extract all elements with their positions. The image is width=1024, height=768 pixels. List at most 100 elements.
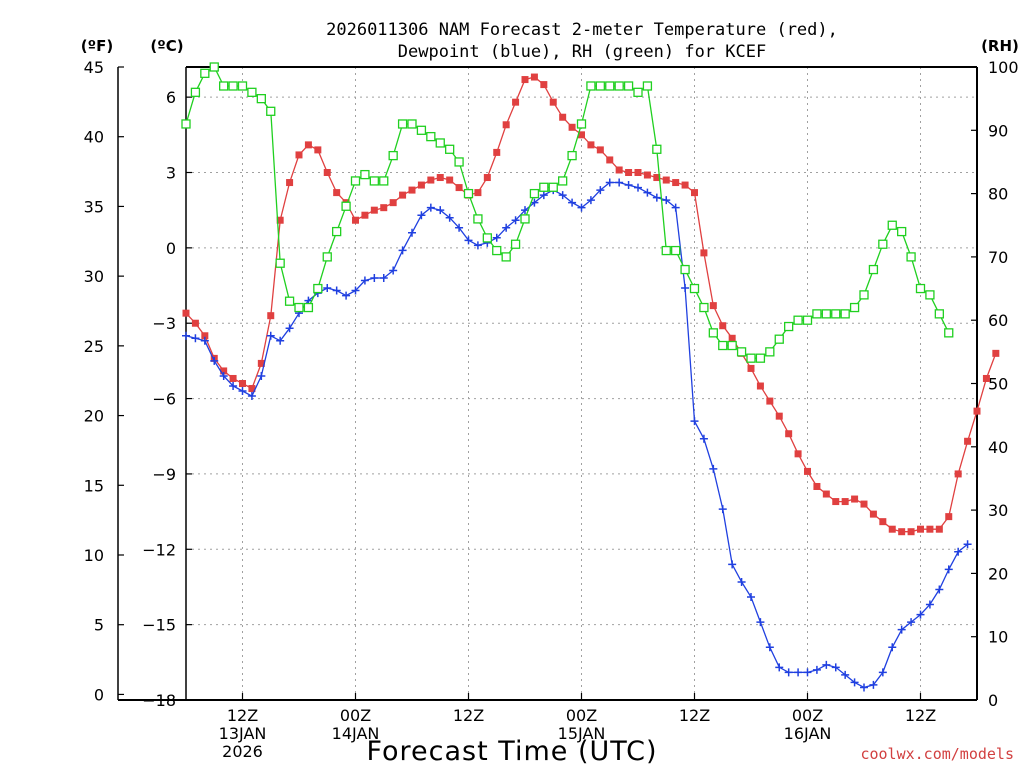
rh-point [228,81,238,91]
temperature-point [521,76,529,84]
rh-point [793,315,803,325]
rh-point [388,150,398,161]
temperature-point [719,322,727,330]
temperature-point [691,189,698,197]
rh-tick-label: 70 [988,248,1008,267]
x-tick-label: 12Z [679,706,710,725]
rh-point [849,302,860,313]
dewpoint-point [408,228,416,237]
rh-point [266,106,276,116]
temperature-point [681,181,689,189]
dewpoint-point [473,241,482,250]
dewpoint-point [916,610,925,619]
rh-point [727,340,737,351]
dewpoint-point [436,206,445,215]
rh-point [746,353,756,363]
dewpoint-point [247,392,256,401]
f-tick-label: 10 [84,546,104,565]
c-tick-label: −15 [142,616,176,635]
rh-point [539,182,549,192]
rh-point [369,176,379,186]
temperature-point [417,181,425,189]
temperature-point [239,380,246,387]
rh-point [699,302,709,313]
rh-point [284,296,295,306]
dewpoint-point [191,334,200,343]
rh-point [623,81,634,91]
rh-tick-label: 30 [988,501,1008,520]
rh-point [774,334,784,344]
dewpoint-point [577,203,586,212]
rh-point [925,290,935,300]
dewpoint-point [615,178,624,187]
rh-point [463,188,474,199]
temperature-point [898,528,906,536]
rh-point [181,119,191,129]
temperature-point [201,332,209,340]
rh-tick-label: 0 [988,691,998,710]
dewpoint-point [624,181,633,190]
temperature-point [220,367,228,375]
rh-point [247,87,257,97]
dewpoint-point [426,203,435,212]
dewpoint-point [784,668,793,677]
temperature-point [747,364,755,372]
temperature-point [756,382,764,390]
rh-point [680,264,690,275]
dewpoint-point [662,196,671,205]
temperature-point [248,385,256,393]
dewpoint-point [737,577,746,586]
chart-title-line-1: 2026011306 NAM Forecast 2-meter Temperat… [326,20,838,40]
rh-point [944,328,954,338]
temperature-point [530,73,538,81]
rh-point [906,252,916,262]
chart-title-line-2: Dewpoint (blue), RH (green) for KCEF [398,42,766,62]
dewpoint-point [747,593,755,602]
dewpoint-point [690,417,699,426]
dewpoint-point [445,213,454,222]
dewpoint-point [558,191,567,200]
rh-point [256,94,266,104]
rh-tick-label: 50 [988,375,1008,394]
dewpoint-point [464,236,473,245]
temperature-point [568,123,576,131]
temperature-point [775,412,783,420]
c-tick-label: 0 [166,239,176,258]
rh-point [765,347,775,357]
c-tick-label: −3 [152,314,176,333]
rh-unit-label: (RH) [981,37,1019,55]
rh-point [812,309,822,319]
x-tick-label: 12Z [453,706,484,725]
rh-point [237,81,248,91]
rh-point [520,214,530,224]
rh-point [868,264,879,275]
temperature-point [436,174,444,182]
dewpoint-point [841,670,850,679]
temperature-point [446,176,454,184]
rh-point [445,144,455,154]
temperature-point [483,174,491,182]
series-dewpoint [182,178,972,692]
dewpoint-point [907,618,916,627]
rh-point [595,81,605,91]
temperature-point [964,437,972,445]
x-tick-label: 00Z [566,706,597,725]
rh-point [558,176,568,186]
dewpoint-point [728,560,737,569]
rh-point [209,62,219,72]
temperature-point [352,216,359,224]
dewpoint-point [831,663,840,672]
f-tick-label: 40 [84,128,104,147]
f-tick-label: 30 [84,267,104,286]
temperature-point [578,131,585,139]
temperature-point [427,176,435,184]
temperature-point [540,81,548,89]
dewpoint-point [822,660,831,669]
temperature-point [559,113,567,121]
dewpoint-point [963,540,972,549]
dewpoint-point [897,625,906,634]
temperature-point [323,169,331,176]
dewpoint-point [681,284,690,293]
rh-point [736,347,747,357]
temperature-point [455,184,463,192]
